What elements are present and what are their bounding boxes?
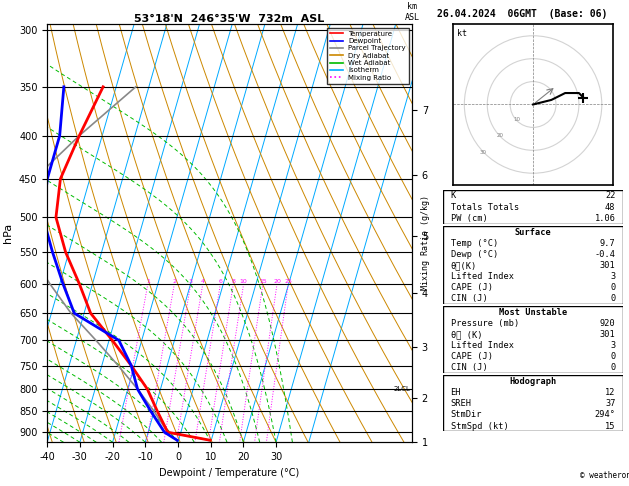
Text: PW (cm): PW (cm) — [450, 214, 487, 224]
Text: 3: 3 — [610, 341, 616, 350]
Text: CAPE (J): CAPE (J) — [450, 283, 493, 292]
Text: 1.06: 1.06 — [594, 214, 616, 224]
Text: 6: 6 — [218, 279, 222, 284]
Text: 20: 20 — [273, 279, 281, 284]
Text: 10: 10 — [513, 117, 520, 122]
Text: 3: 3 — [189, 279, 192, 284]
Text: Lifted Index: Lifted Index — [450, 272, 514, 281]
Text: Totals Totals: Totals Totals — [450, 203, 519, 212]
Text: 30: 30 — [480, 150, 487, 155]
Text: 301: 301 — [600, 261, 616, 270]
Text: CAPE (J): CAPE (J) — [450, 352, 493, 361]
Text: 9.7: 9.7 — [600, 239, 616, 248]
Legend: Temperature, Dewpoint, Parcel Trajectory, Dry Adiabat, Wet Adiabat, Isotherm, Mi: Temperature, Dewpoint, Parcel Trajectory… — [327, 28, 408, 84]
Text: K: K — [450, 191, 456, 200]
Text: Temp (°C): Temp (°C) — [450, 239, 498, 248]
Text: θᴇ(K): θᴇ(K) — [450, 261, 477, 270]
Y-axis label: hPa: hPa — [3, 223, 13, 243]
Text: 1: 1 — [146, 279, 150, 284]
Text: 37: 37 — [605, 399, 616, 408]
Text: 20: 20 — [496, 134, 504, 139]
Text: Hodograph: Hodograph — [509, 377, 557, 386]
Text: CIN (J): CIN (J) — [450, 363, 487, 372]
Title: 53°18'N  246°35'W  732m  ASL: 53°18'N 246°35'W 732m ASL — [135, 14, 325, 23]
Text: 301: 301 — [600, 330, 616, 339]
Text: Lifted Index: Lifted Index — [450, 341, 514, 350]
Text: km
ASL: km ASL — [404, 2, 420, 22]
Text: 0: 0 — [610, 352, 616, 361]
Text: SREH: SREH — [450, 399, 472, 408]
Text: 920: 920 — [600, 319, 616, 328]
Text: 2LCL: 2LCL — [394, 386, 410, 392]
Text: 0: 0 — [610, 295, 616, 303]
X-axis label: Dewpoint / Temperature (°C): Dewpoint / Temperature (°C) — [160, 468, 299, 478]
Text: 15: 15 — [605, 421, 616, 431]
Text: StmSpd (kt): StmSpd (kt) — [450, 421, 508, 431]
Text: 10: 10 — [240, 279, 247, 284]
Text: EH: EH — [450, 388, 461, 397]
Text: StmDir: StmDir — [450, 410, 482, 419]
Text: Mixing Ratio (g/kg): Mixing Ratio (g/kg) — [421, 195, 430, 291]
Text: Pressure (mb): Pressure (mb) — [450, 319, 519, 328]
Text: 3: 3 — [610, 272, 616, 281]
Text: 4: 4 — [201, 279, 205, 284]
Text: 8: 8 — [231, 279, 235, 284]
Text: 0: 0 — [610, 363, 616, 372]
Text: © weatheronline.co.uk: © weatheronline.co.uk — [581, 471, 629, 480]
Text: -0.4: -0.4 — [594, 250, 616, 259]
Text: 15: 15 — [259, 279, 267, 284]
Text: 2: 2 — [172, 279, 176, 284]
Text: Dewp (°C): Dewp (°C) — [450, 250, 498, 259]
Text: Surface: Surface — [515, 228, 552, 237]
Text: CIN (J): CIN (J) — [450, 295, 487, 303]
Text: 294°: 294° — [594, 410, 616, 419]
Text: Most Unstable: Most Unstable — [499, 308, 567, 317]
Text: θᴇ (K): θᴇ (K) — [450, 330, 482, 339]
Text: kt: kt — [457, 29, 467, 38]
Text: 0: 0 — [610, 283, 616, 292]
Text: 12: 12 — [605, 388, 616, 397]
Text: 25: 25 — [284, 279, 292, 284]
Text: 48: 48 — [605, 203, 616, 212]
Text: 26.04.2024  06GMT  (Base: 06): 26.04.2024 06GMT (Base: 06) — [437, 9, 608, 19]
Text: 22: 22 — [605, 191, 616, 200]
